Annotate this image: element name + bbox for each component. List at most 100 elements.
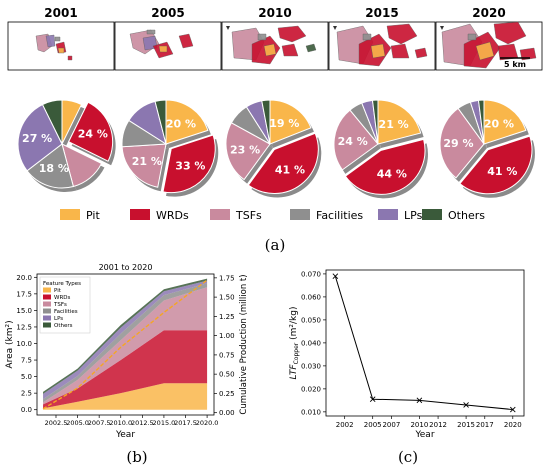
x-tick-label: 2012 <box>429 421 447 429</box>
map-feature-pit <box>475 41 495 61</box>
map-feature-wrds <box>386 23 418 45</box>
x-tick-label: 2012.5 <box>131 419 154 427</box>
area-series-others <box>43 278 208 394</box>
area-legend-swatch-wrds <box>43 294 51 300</box>
pie-value-label: 29 % <box>443 137 473 150</box>
ltf-point <box>332 273 339 280</box>
x-tick-label: 2007.5 <box>88 419 111 427</box>
north-arrow-icon <box>226 26 230 30</box>
y2-tick-label: 0.00 <box>219 409 235 417</box>
pie-value-label: 20 % <box>166 117 196 130</box>
ltf-line <box>334 276 513 411</box>
pie-legend: Pit WRDs TSFs Facilities LPs Others <box>60 209 485 222</box>
map-2001 <box>7 21 115 71</box>
y-axis-label: LTFCopper (m²/kg) <box>289 307 300 380</box>
pie-value-label: 19 % <box>269 117 299 130</box>
x-tick-label: 2005 <box>364 421 382 429</box>
ltf-line-chart: 0.010 0.020 0.030 0.040 0.050 0.060 0.070 2002 2… <box>289 269 525 440</box>
pie-slice-others <box>261 99 271 145</box>
pie-value-label: 21 % <box>132 155 162 168</box>
map-feature-pit <box>158 45 168 53</box>
x-tick-label: 2002 <box>336 421 354 429</box>
pie-slice-pit <box>483 99 527 145</box>
area-legend-label-wrds: WRDs <box>54 295 70 301</box>
x-tick-label: 2017 <box>476 421 494 429</box>
area-legend-swatch-lps <box>43 315 51 321</box>
map-feature-wrds <box>390 43 410 59</box>
y-tick-label: 20.0 <box>16 274 32 282</box>
legend-label-wrds: WRDs <box>156 209 189 222</box>
map-feature-facilities <box>467 33 477 41</box>
pie-slice-wrds <box>344 138 426 195</box>
pie-slice-others <box>477 99 485 145</box>
y-tick-label: 10.0 <box>16 340 32 348</box>
y-tick-label: 0.010 <box>301 408 321 416</box>
legend-label-facilities: Facilities <box>316 209 363 222</box>
y-tick-label: 0.050 <box>301 316 321 324</box>
y-tick-label: 0.070 <box>301 270 321 278</box>
pie-value-label: 33 % <box>175 160 205 173</box>
north-arrow-icon <box>333 26 337 30</box>
pie-value-label: 23 % <box>230 144 260 157</box>
pie-slice-pit <box>165 99 209 145</box>
y-axis-label: Area (km²) <box>5 320 15 368</box>
map-feature-facilities <box>54 36 61 42</box>
legend-swatch-facilities <box>290 209 310 220</box>
area-legend-label-others: Others <box>54 323 73 329</box>
pie-slice-tsfs <box>333 109 379 171</box>
area-legend-title: Feature Types <box>43 281 81 287</box>
chart-title: 2001 to 2020 <box>99 263 153 272</box>
pie-slice-pit <box>269 99 312 145</box>
x-tick-label: 2015.0 <box>153 419 176 427</box>
area-legend-swatch-others <box>43 322 51 328</box>
y-axis-label-unit: (m²/kg) <box>289 307 299 343</box>
pie-slice-wrds <box>67 101 114 162</box>
ltf-point <box>509 406 516 413</box>
x-axis-label: Year <box>115 430 135 440</box>
panel-a-label: (a) <box>265 236 286 254</box>
x-tick-label: 2010.0 <box>109 419 132 427</box>
map-2010 <box>221 21 329 71</box>
panel-c-label: (c) <box>398 448 418 466</box>
panel-b-label: (b) <box>126 448 147 466</box>
y-tick-label: 12.5 <box>16 323 32 331</box>
legend-label-lps: LPs <box>404 209 423 222</box>
map-feature-pit <box>263 43 277 57</box>
x-tick-label: 2020 <box>504 421 522 429</box>
area-legend-label-lps: LPs <box>54 316 63 322</box>
plot-frame <box>36 273 215 416</box>
x-axis-label: Year <box>414 430 434 440</box>
y-tick-label: 0.040 <box>301 339 321 347</box>
ltf-point-stroke <box>463 402 469 408</box>
pie-2005: 20 % 33 % 21 % <box>121 99 219 197</box>
map-feature-wrds <box>414 47 428 59</box>
ltf-point-stroke <box>416 397 423 404</box>
x-tick-label: 2020.0 <box>196 419 219 427</box>
map-year-title: 2015 <box>365 6 398 20</box>
legend-swatch-lps <box>378 209 398 220</box>
area-series-tsfs <box>43 287 208 405</box>
map-feature-others <box>305 43 317 53</box>
map-year-title: 2005 <box>151 6 184 20</box>
map-feature-facilities <box>257 33 267 41</box>
pie-value-label: 41 % <box>487 165 517 178</box>
pie-value-label: 24 % <box>338 135 368 148</box>
pie-value-label: 24 % <box>78 128 108 141</box>
map-year-title: 2001 <box>44 6 77 20</box>
y-tick-label: 5.0 <box>21 373 32 381</box>
legend-swatch-tsfs <box>210 209 230 220</box>
y2-tick-label: 1.75 <box>219 274 235 282</box>
map-feature-wrds <box>281 43 299 57</box>
y-axis-label-main: LTF <box>289 364 299 380</box>
y-tick-label: 7.5 <box>21 357 32 365</box>
production-line <box>42 279 208 410</box>
pie-slice-others <box>41 99 63 145</box>
pie-slice-lps <box>17 103 63 172</box>
legend-label-pit: Pit <box>86 209 100 222</box>
map-year-title: 2010 <box>258 6 291 20</box>
map-2020 <box>435 21 543 71</box>
y-tick-label: 17.5 <box>16 290 32 298</box>
x-tick-label: 2002.5 <box>45 419 68 427</box>
legend-swatch-pit <box>60 209 80 220</box>
map-feature-facilities <box>362 33 372 41</box>
